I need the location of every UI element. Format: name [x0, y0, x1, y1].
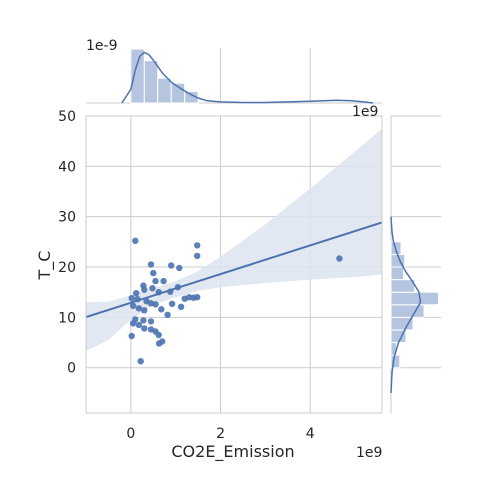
- main-axes-frame: [85, 115, 383, 414]
- data-point: [174, 284, 182, 291]
- data-point: [152, 277, 159, 285]
- data-point: [155, 340, 163, 347]
- marginal-x-kde: [121, 51, 374, 104]
- data-point: [141, 286, 148, 293]
- data-point: [149, 285, 156, 292]
- x-axis-label: CO2E_Emission: [171, 442, 294, 462]
- x-tick-label: 2: [216, 426, 225, 442]
- data-point: [336, 255, 343, 262]
- x-tick-label: 0: [126, 426, 135, 442]
- marginal-y-bar: [390, 316, 414, 331]
- marginal-y-bar: [390, 304, 425, 318]
- x-tick-labels: 0 2 4: [126, 426, 314, 442]
- data-point: [167, 288, 174, 295]
- data-point: [141, 325, 148, 332]
- data-point: [129, 320, 137, 327]
- marginal-y-bar: [390, 266, 404, 281]
- data-point: [158, 306, 165, 313]
- x-offset-label: 1e9: [356, 445, 382, 461]
- scatter-points: [128, 237, 343, 365]
- data-point: [194, 252, 201, 260]
- data-point: [155, 331, 162, 339]
- y-tick-label: 10: [58, 310, 76, 326]
- data-point: [152, 301, 159, 308]
- data-point: [132, 237, 139, 244]
- marginal-y-bar: [390, 291, 439, 306]
- data-point: [135, 321, 143, 329]
- data-point: [140, 317, 147, 324]
- x-tick-label: 4: [306, 426, 315, 442]
- y-offset-label: 1e9: [352, 104, 378, 120]
- data-point: [133, 290, 140, 297]
- data-point: [194, 294, 201, 301]
- data-point: [150, 269, 157, 277]
- marginal-y-bar: [390, 279, 416, 293]
- y-axis-label: T_C: [35, 251, 55, 281]
- data-point: [141, 307, 148, 314]
- data-point: [164, 311, 171, 318]
- data-point: [137, 358, 144, 365]
- y-tick-labels: 0 10 20 30 40 50: [58, 109, 76, 377]
- marginal-x-offset-label: 1e-9: [86, 38, 117, 54]
- data-point: [134, 296, 141, 303]
- data-point: [147, 318, 155, 325]
- main-axes: 0 2 4 0 10 20 30 40 50: [58, 109, 383, 442]
- data-point: [168, 300, 176, 307]
- y-tick-label: 50: [58, 109, 76, 125]
- marginal-x-histogram: [130, 48, 199, 104]
- data-point: [168, 262, 175, 269]
- y-tick-label: 40: [58, 159, 76, 175]
- data-point: [147, 261, 155, 268]
- y-tick-label: 20: [58, 260, 76, 276]
- y-tick-label: 0: [67, 361, 76, 377]
- data-point: [128, 332, 135, 340]
- marginal-y-histogram: [390, 241, 439, 369]
- y-tick-label: 30: [58, 210, 76, 226]
- marginal-x-axes: [86, 48, 382, 104]
- marginal-y-kde: [390, 216, 422, 393]
- marginal-x-bar: [157, 77, 172, 104]
- data-point: [135, 305, 143, 312]
- data-point: [155, 289, 162, 296]
- data-point: [176, 264, 183, 272]
- data-point: [194, 242, 201, 249]
- confidence-band: [86, 128, 382, 352]
- data-point: [177, 303, 185, 310]
- marginal-y-axes: [390, 115, 441, 413]
- marginal-x-bar: [143, 60, 159, 104]
- marginal-x-bar: [130, 48, 145, 104]
- data-point: [128, 295, 135, 302]
- data-point: [160, 277, 167, 285]
- data-point: [129, 302, 137, 309]
